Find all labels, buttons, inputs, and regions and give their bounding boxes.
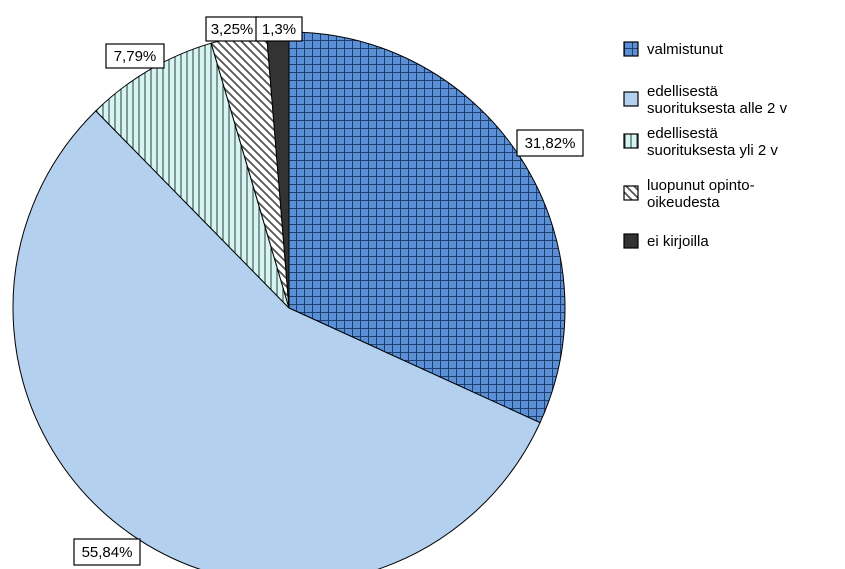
pie-slice-edellisest-suorituksesta-yli-2-v [95,42,290,309]
data-labels: 31,82% 55,84% 7,79% 3,25% 1,3% [73,16,584,566]
data-label-valmistunut: 31,82% [516,129,584,157]
legend-label: luopunut opinto- [647,177,755,194]
pie-slices [12,31,566,569]
data-label-luopunut-opinto-oikeudesta: 3,25% [205,16,259,42]
legend-label: suorituksesta yli 2 v [647,142,778,159]
data-label-box [516,129,584,157]
legend-swatch [623,233,639,249]
legend-label: edellisestä [647,125,719,142]
data-label-text: 1,3% [262,21,296,38]
legend-label: oikeudesta [647,194,720,211]
legend-swatch [623,185,639,201]
data-label-text: 31,82% [525,135,576,152]
legend-entry-valmistunut: valmistunut [623,41,724,58]
data-label-box [255,16,303,42]
data-label-text: 3,25% [211,21,254,38]
data-label-edellisest-suorituksesta-yli-2-v: 7,79% [105,43,165,69]
data-label-box [73,538,141,566]
legend-entry-ei-kirjoilla: ei kirjoilla [623,233,709,250]
data-label-box [205,16,259,42]
legend-label: ei kirjoilla [647,233,709,250]
legend-swatch [623,41,639,57]
pie-slice-edellisest-suorituksesta-alle-2-v [12,110,541,569]
legend-label: edellisestä [647,83,719,100]
data-label-ei-kirjoilla: 1,3% [255,16,303,42]
data-label-edellisest-suorituksesta-alle-2-v: 55,84% [73,538,141,566]
legend-label: valmistunut [647,41,724,58]
data-label-text: 55,84% [82,544,133,561]
data-label-text: 7,79% [114,48,157,65]
legend-entry-luopunut-opinto-oikeudesta: luopunut opinto-oikeudesta [623,177,755,211]
legend-swatch [623,91,639,107]
legend-label: suorituksesta alle 2 v [647,100,788,117]
legend-swatch [623,133,639,149]
data-label-box [105,43,165,69]
pie-slice-valmistunut [288,31,566,424]
